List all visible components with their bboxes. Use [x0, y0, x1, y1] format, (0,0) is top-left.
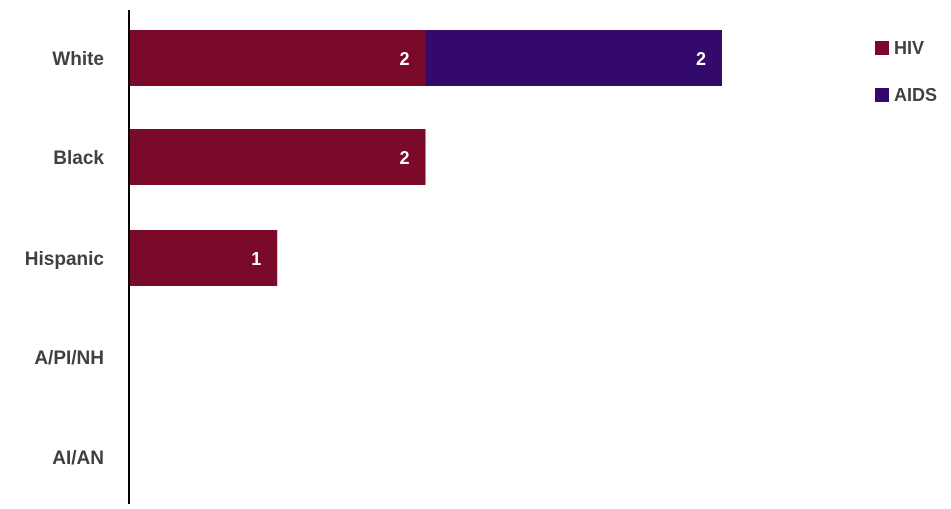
- bars-group: [129, 30, 722, 286]
- value-label-hiv-hispanic: 1: [251, 249, 261, 269]
- category-label-black: Black: [53, 148, 104, 169]
- legend-swatch-hiv: [875, 41, 889, 55]
- legend: HIV AIDS: [875, 38, 937, 105]
- value-labels-group: 2 2 2 1: [251, 49, 706, 269]
- bar-hiv-white: [129, 30, 426, 86]
- category-label-ai-an: AI/AN: [52, 448, 104, 469]
- value-label-hiv-white: 2: [399, 49, 409, 69]
- bar-hiv-hispanic: [129, 230, 278, 286]
- category-label-hispanic: Hispanic: [25, 249, 105, 270]
- category-label-a-pi-nh: A/PI/NH: [34, 348, 104, 369]
- value-label-aids-white: 2: [696, 49, 706, 69]
- legend-label-aids: AIDS: [894, 85, 937, 105]
- legend-swatch-aids: [875, 88, 889, 102]
- category-labels-group: White Black Hispanic A/PI/NH AI/AN: [25, 49, 105, 469]
- legend-label-hiv: HIV: [894, 38, 924, 58]
- category-label-white: White: [52, 49, 104, 70]
- bar-aids-white: [425, 30, 722, 86]
- bar-hiv-black: [129, 129, 426, 185]
- value-label-hiv-black: 2: [399, 148, 409, 168]
